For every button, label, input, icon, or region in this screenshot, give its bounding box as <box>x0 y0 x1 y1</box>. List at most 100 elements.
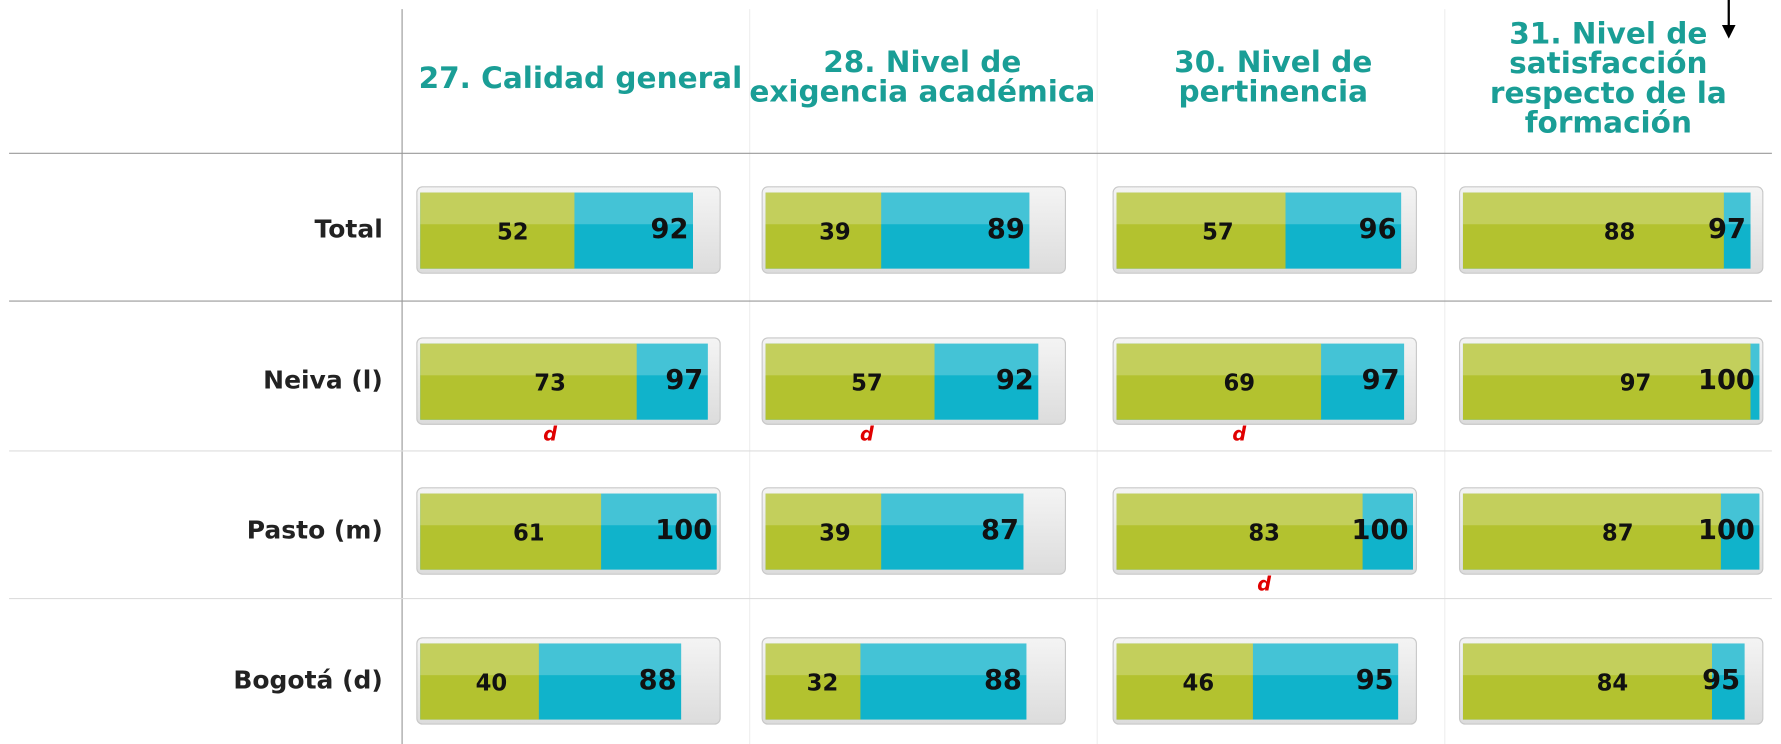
bar-group <box>1462 343 1760 420</box>
inner-bar <box>1462 192 1724 269</box>
inner-bar <box>765 343 935 420</box>
bar-group <box>420 643 682 720</box>
highlight <box>1116 493 1363 526</box>
bar-group <box>1462 493 1760 570</box>
inner-bar <box>1116 493 1363 570</box>
row-label: Total <box>315 215 383 244</box>
note: d <box>1257 572 1271 595</box>
value-label: 100 <box>1698 365 1755 396</box>
value-label: 89 <box>987 214 1025 245</box>
bar-group <box>1116 192 1402 269</box>
value-label: 40 <box>476 670 508 696</box>
value-label: 87 <box>1602 520 1634 546</box>
bar-group <box>1462 643 1745 720</box>
bar-group <box>420 192 693 269</box>
column-header: 27. Calidad general <box>419 61 743 95</box>
column-header: 31. Nivel de <box>1509 17 1707 51</box>
inner-bar <box>1116 343 1322 420</box>
value-label: 97 <box>1362 365 1400 396</box>
inner-bar <box>1116 643 1253 720</box>
value-label: 88 <box>639 665 677 696</box>
column-header: exigencia académica <box>749 75 1095 109</box>
value-label: 100 <box>1698 515 1755 546</box>
bar-group <box>765 493 1024 570</box>
value-label: 92 <box>651 214 689 245</box>
inner-bar <box>765 643 861 720</box>
bar-group <box>1116 343 1405 420</box>
value-label: 87 <box>981 515 1019 546</box>
bar-group <box>420 343 708 420</box>
note: d <box>543 423 557 446</box>
highlight <box>420 343 637 376</box>
column-header: satisfacción <box>1509 46 1707 80</box>
bar-group <box>765 192 1030 269</box>
inner-bar <box>1462 643 1712 720</box>
value-label: 83 <box>1248 520 1280 546</box>
highlight <box>420 493 602 526</box>
highlight <box>765 192 882 225</box>
inner-bar <box>765 493 882 570</box>
value-label: 46 <box>1183 670 1215 696</box>
row-label: Bogotá (d) <box>233 666 382 695</box>
value-label: 95 <box>1702 665 1740 696</box>
value-label: 84 <box>1597 670 1629 696</box>
highlight <box>1462 343 1751 376</box>
value-label: 88 <box>984 665 1022 696</box>
highlight <box>1462 192 1724 225</box>
value-label: 73 <box>534 370 566 396</box>
column-header: formación <box>1525 105 1692 139</box>
value-label: 57 <box>851 370 883 396</box>
value-label: 39 <box>819 219 851 245</box>
value-label: 52 <box>497 219 529 245</box>
inner-bar <box>1116 192 1286 269</box>
column-header: respecto de la <box>1490 76 1727 110</box>
inner-bar <box>1462 493 1721 570</box>
bar-group <box>1462 192 1751 269</box>
highlight <box>1462 643 1712 676</box>
inner-bar <box>765 192 882 269</box>
arrow <box>1721 0 1736 39</box>
inner-bar <box>1462 343 1751 420</box>
value-label: 32 <box>807 670 839 696</box>
value-label: 92 <box>996 365 1034 396</box>
column-header: 28. Nivel de <box>823 45 1021 79</box>
highlight <box>420 643 539 676</box>
value-label: 95 <box>1356 665 1394 696</box>
row-label: Neiva (l) <box>263 366 383 395</box>
bar-group <box>765 343 1039 420</box>
bar-group <box>1116 493 1413 570</box>
bar-group <box>765 643 1027 720</box>
highlight <box>765 493 882 526</box>
column-header: 30. Nivel de <box>1174 45 1372 79</box>
highlight <box>765 643 861 676</box>
highlight <box>420 192 575 225</box>
value-label: 88 <box>1604 219 1636 245</box>
value-label: 97 <box>1708 214 1746 245</box>
inner-bar <box>420 192 575 269</box>
bar-group <box>420 493 717 570</box>
inner-bar <box>420 493 602 570</box>
bar-group <box>1116 643 1399 720</box>
column-header: pertinencia <box>1179 75 1369 109</box>
highlight <box>765 343 935 376</box>
row-label: Pasto (m) <box>247 516 383 545</box>
value-label: 57 <box>1202 219 1234 245</box>
highlight <box>1116 643 1253 676</box>
note: d <box>860 423 874 446</box>
inner-bar <box>420 643 539 720</box>
value-label: 100 <box>655 515 712 546</box>
value-label: 61 <box>513 520 545 546</box>
value-label: 97 <box>665 365 703 396</box>
highlight <box>1116 192 1286 225</box>
value-label: 69 <box>1223 370 1255 396</box>
value-label: 39 <box>819 520 851 546</box>
highlight <box>1462 493 1721 526</box>
inner-bar <box>420 343 637 420</box>
value-label: 96 <box>1359 214 1397 245</box>
note: d <box>1232 423 1246 446</box>
highlight <box>1116 343 1322 376</box>
value-label: 97 <box>1620 370 1652 396</box>
value-label: 100 <box>1352 515 1409 546</box>
